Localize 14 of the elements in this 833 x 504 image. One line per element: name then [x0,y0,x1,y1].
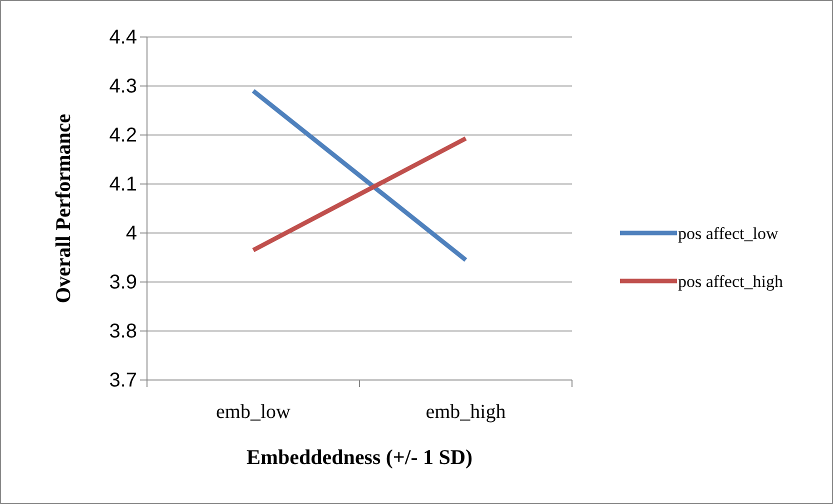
y-tick-label: 4.2 [109,124,137,146]
y-tick-label: 3.8 [109,320,137,342]
y-axis-title: Overall Performance [51,114,75,304]
y-tick-label: 3.7 [109,369,137,392]
y-tick-label: 4.3 [109,75,137,98]
y-tick-label: 4.4 [109,26,137,48]
x-tick-label: emb_low [216,401,292,423]
legend-label: pos affect_low [678,224,779,243]
legend-label: pos affect_high [678,272,784,291]
y-tick-label: 4 [126,222,137,244]
y-tick-label: 4.1 [109,173,137,196]
x-axis-title: Embeddedness (+/- 1 SD) [246,445,473,469]
y-tick-label: 3.9 [109,271,137,294]
x-tick-label: emb_high [426,401,506,423]
